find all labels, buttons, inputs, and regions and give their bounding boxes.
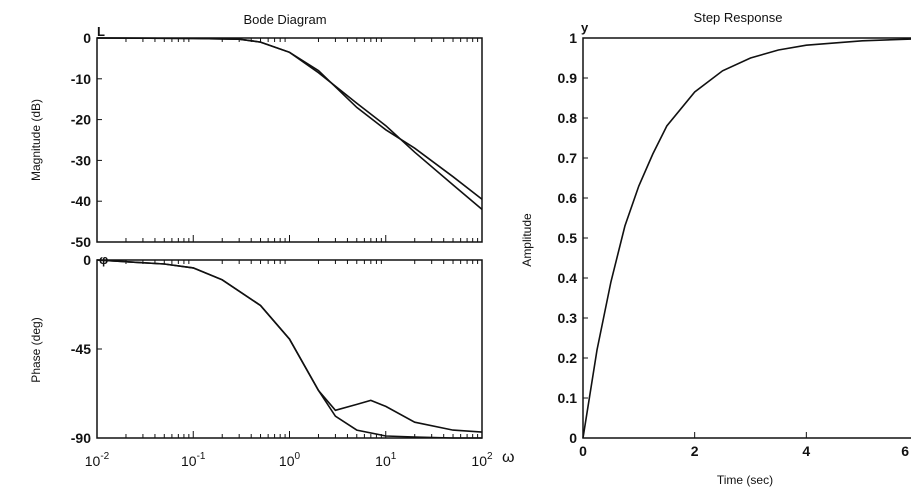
phase-y-ticks: 0 -45 -90 xyxy=(71,252,102,446)
step-x-tick-label: 6 xyxy=(901,443,909,459)
phase-y-tick-label: -90 xyxy=(71,430,91,446)
step-corner-label: y xyxy=(581,20,589,35)
step-ylabel: Amplitude xyxy=(520,213,534,267)
phase-y-tick-label: 0 xyxy=(83,252,91,268)
step-y-tick-label: 0.5 xyxy=(558,230,578,246)
step-series xyxy=(582,38,911,439)
step-title: Step Response xyxy=(694,10,783,25)
step-y-tick-label: 0 xyxy=(569,430,577,446)
step-xlabel: Time (sec) xyxy=(717,473,773,487)
step-response-plot: Step Response y Amplitude Time (sec) 0 0.… xyxy=(520,10,911,487)
step-y-tick-label: 0.4 xyxy=(558,270,578,286)
bode-phase-plot: φ Phase (deg) ω 0-45-90 10-2 10-1 100 101 10… xyxy=(29,252,515,469)
phase-line-1 xyxy=(96,259,483,433)
step-y-tick-label: 0.3 xyxy=(558,310,578,326)
phase-ylabel: Phase (deg) xyxy=(29,317,43,382)
magnitude-series xyxy=(96,37,483,211)
phase-x-tick-exponent: 2 xyxy=(487,451,493,462)
phase-x-tick-label: 101 xyxy=(375,451,397,469)
magnitude-ylabel: Magnitude (dB) xyxy=(29,99,43,181)
step-line-1 xyxy=(582,38,911,439)
phase-x-tick-label: 100 xyxy=(279,451,301,469)
step-y-ticks: 0 0.1 0.2 0.3 0.4 0.5 0.6 0.7 0.8 0.9 1 xyxy=(558,30,588,446)
step-y-tick-label: 0.2 xyxy=(558,350,578,366)
step-y-tick-label: 0.6 xyxy=(558,190,578,206)
phase-x-tick-exponent: -1 xyxy=(197,451,206,462)
step-x-tick-label: 4 xyxy=(802,443,810,459)
step-x-tick-label: 0 xyxy=(579,443,587,459)
magnitude-y-ticks: 0 -10 -20 -30 -40 -50 xyxy=(71,30,102,250)
magnitude-y-tick-label: -10 xyxy=(71,71,91,87)
phase-line-2 xyxy=(96,259,482,439)
phase-axes-frame xyxy=(96,259,483,439)
step-x-tick-label: 2 xyxy=(691,443,699,459)
phase-x-tick-exponent: 0 xyxy=(295,451,301,462)
magnitude-y-tick-label: -50 xyxy=(71,234,91,250)
step-y-tick-label: 0.1 xyxy=(558,390,578,406)
magnitude-y-tick-label: -30 xyxy=(71,152,91,168)
phase-corner-label: φ xyxy=(99,252,108,267)
phase-y-tick-label: -45 xyxy=(71,341,91,357)
phase-x-ticks: 10-2 10-1 100 101 102 xyxy=(85,260,493,469)
magnitude-line-2 xyxy=(96,37,483,211)
magnitude-line-1 xyxy=(96,37,483,200)
phase-x-tick-label: 102 xyxy=(471,451,493,469)
bode-magnitude-plot: Bode Diagram L Magnitude (dB) 0 -10 -20 -30… xyxy=(29,12,483,250)
magnitude-y-tick-label: 0 xyxy=(83,30,91,46)
phase-x-tick-label: 10-1 xyxy=(181,451,206,469)
phase-x-tick-exponent: 1 xyxy=(391,451,397,462)
step-x-ticks: 0 2 4 6 xyxy=(579,432,909,459)
magnitude-y-tick-label: -40 xyxy=(71,193,91,209)
omega-axis-symbol: ω xyxy=(502,449,515,466)
step-y-tick-label: 0.7 xyxy=(558,150,578,166)
magnitude-x-ticks xyxy=(96,38,483,242)
phase-series xyxy=(96,259,483,439)
step-y-tick-label: 0.8 xyxy=(558,110,578,126)
magnitude-corner-label: L xyxy=(97,24,105,39)
step-y-tick-label: 1 xyxy=(569,30,577,46)
bode-title: Bode Diagram xyxy=(243,12,326,27)
step-y-tick-label: 0.9 xyxy=(558,70,578,86)
magnitude-y-tick-label: -20 xyxy=(71,112,91,128)
phase-x-tick-label: 10-2 xyxy=(85,451,110,469)
phase-x-tick-exponent: -2 xyxy=(100,451,109,462)
magnitude-axes-frame xyxy=(96,37,483,243)
step-axes-frame xyxy=(582,37,911,439)
